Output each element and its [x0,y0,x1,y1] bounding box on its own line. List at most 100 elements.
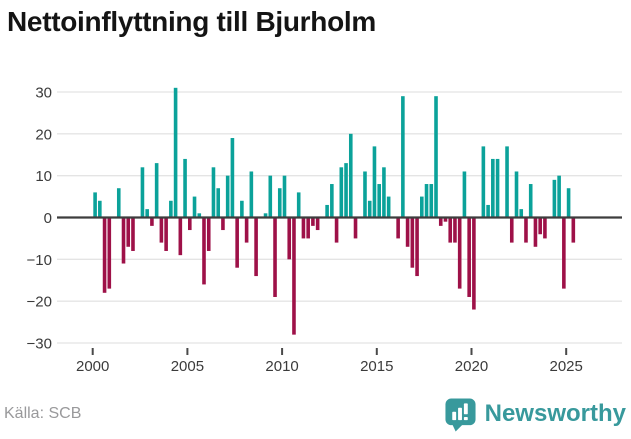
bar-2000-q67 [410,217,415,268]
bar-2000-q97 [552,179,557,218]
bar-2000-q98 [557,175,561,218]
bar-2000-q93 [533,217,538,247]
bar-2000-q76 [453,217,457,243]
bar-2000-q6 [121,217,126,264]
bar-2000-q45 [306,217,310,239]
bar-2000-q44 [301,217,306,239]
bar-2000-q79 [467,217,471,297]
bar-2000-q39 [277,188,282,218]
bar-2000-q19 [183,158,187,218]
bar-2000-q2 [102,217,107,293]
svg-text:2005: 2005 [171,358,204,375]
bar-2000-q0 [93,192,97,218]
bar-2000-q90 [519,209,524,218]
bar-2000-q101 [571,217,576,243]
svg-text:2025: 2025 [550,358,583,375]
bar-2000-q87 [505,146,509,218]
bar-2000-q68 [415,217,419,277]
bar-2000-q28 [225,175,230,218]
bar-2000-q26 [216,188,221,218]
bar-2000-q15 [164,217,168,251]
bar-2000-q71 [429,184,434,218]
bar-2000-q64 [396,217,400,239]
bar-2000-q38 [273,217,277,297]
bar-2000-q16 [169,200,173,218]
bar-2000-q10 [140,167,145,218]
bar-2000-q46 [311,217,315,226]
svg-text:−30: −30 [27,335,52,352]
bar-2000-q69 [420,196,424,218]
svg-text:2010: 2010 [265,358,298,375]
source-label: Källa: SCB [4,405,82,422]
bar-2000-q73 [438,217,443,226]
bar-2000-q91 [524,217,528,243]
bar-2000-q85 [495,158,500,218]
bar-2000-q100 [566,188,571,218]
bar-2000-q14 [159,217,164,243]
bar-2000-q58 [367,200,372,218]
bar-2000-q3 [107,217,112,289]
svg-text:−20: −20 [27,294,52,311]
bar-2000-q60 [377,184,381,218]
bar-2000-q20 [188,217,192,231]
footer: Källa: SCB Newsworthy [0,395,631,439]
bar-2000-q50 [330,184,334,218]
bar-2000-q34 [254,217,258,277]
bar-2000-q5 [116,188,121,218]
bar-2000-q83 [486,204,490,218]
bar-2000-q84 [491,158,495,218]
bar-2000-q37 [268,175,273,218]
bar-2000-q78 [462,171,467,218]
bar-2000-q59 [372,146,377,218]
svg-text:30: 30 [35,85,52,102]
bar-2000-q13 [154,163,159,218]
bar-2000-q40 [282,175,287,218]
bar-2000-q53 [344,163,348,218]
bar-2000-q51 [334,217,339,243]
bar-2000-q43 [296,192,301,218]
bar-2000-q36 [263,213,268,218]
bar-2000-q77 [457,217,462,289]
bar-2000-q7 [126,217,131,247]
svg-text:2020: 2020 [455,358,488,375]
bar-2000-q49 [325,204,329,218]
bar-2000-q23 [202,217,206,285]
bar-2000-q52 [339,167,344,218]
svg-text:−10: −10 [27,252,52,269]
bar-2000-q8 [131,217,135,251]
bar-2000-q24 [206,217,211,251]
bar-2000-q61 [382,167,386,218]
bar-2000-q57 [363,171,367,218]
bar-2000-q27 [221,217,225,231]
bar-2000-q65 [401,96,405,218]
newsworthy-logo-icon [445,397,476,431]
chart-title: Nettoinflyttning till Bjurholm [7,6,376,37]
svg-text:2000: 2000 [76,358,109,375]
bar-2000-q11 [145,209,149,218]
bar-2000-q99 [562,217,566,289]
bar-2000-q47 [315,217,320,231]
bar-2000-q72 [434,96,438,218]
bar-2000-q66 [405,217,410,247]
bar-2000-q29 [230,138,235,218]
bar-2000-q22 [197,213,202,218]
bar-2000-q41 [287,217,292,260]
bar-2000-q74 [443,217,448,222]
bar-2000-q89 [514,171,519,218]
bar-2000-q94 [538,217,542,235]
bar-2000-q33 [249,171,254,218]
bar-2000-q18 [178,217,183,256]
bar-2000-q62 [386,196,391,218]
bar-2000-q12 [150,217,154,226]
bar-2000-q21 [192,196,197,218]
bar-2000-q82 [481,146,486,218]
bar-2000-q32 [244,217,249,243]
newsworthy-brand: Newsworthy [444,397,626,432]
svg-text:10: 10 [35,168,52,185]
bar-2000-q31 [240,200,244,218]
svg-text:20: 20 [35,126,52,143]
bar-2000-q54 [348,133,353,218]
bar-2000-q95 [543,217,547,239]
bar-2000-q75 [448,217,453,243]
